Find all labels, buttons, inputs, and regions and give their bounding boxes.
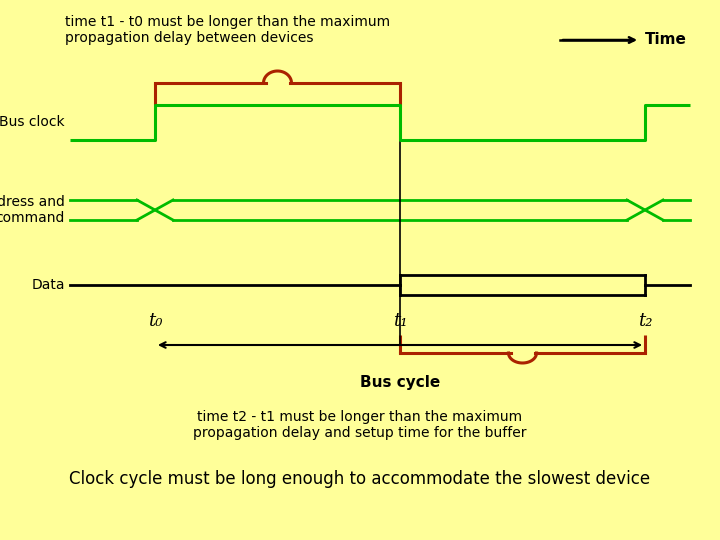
Text: Address and
command: Address and command <box>0 195 65 225</box>
Text: Bus cycle: Bus cycle <box>360 375 440 390</box>
Text: t₀: t₀ <box>148 312 162 330</box>
Text: Clock cycle must be long enough to accommodate the slowest device: Clock cycle must be long enough to accom… <box>69 470 651 488</box>
Text: time t2 - t1 must be longer than the maximum
propagation delay and setup time fo: time t2 - t1 must be longer than the max… <box>193 410 527 440</box>
Text: Bus clock: Bus clock <box>0 116 65 130</box>
Text: t₂: t₂ <box>638 312 652 330</box>
Text: Data: Data <box>32 278 65 292</box>
Text: Time: Time <box>645 32 687 48</box>
Text: time t1 - t0 must be longer than the maximum
propagation delay between devices: time t1 - t0 must be longer than the max… <box>65 15 390 45</box>
Text: t₁: t₁ <box>392 312 408 330</box>
